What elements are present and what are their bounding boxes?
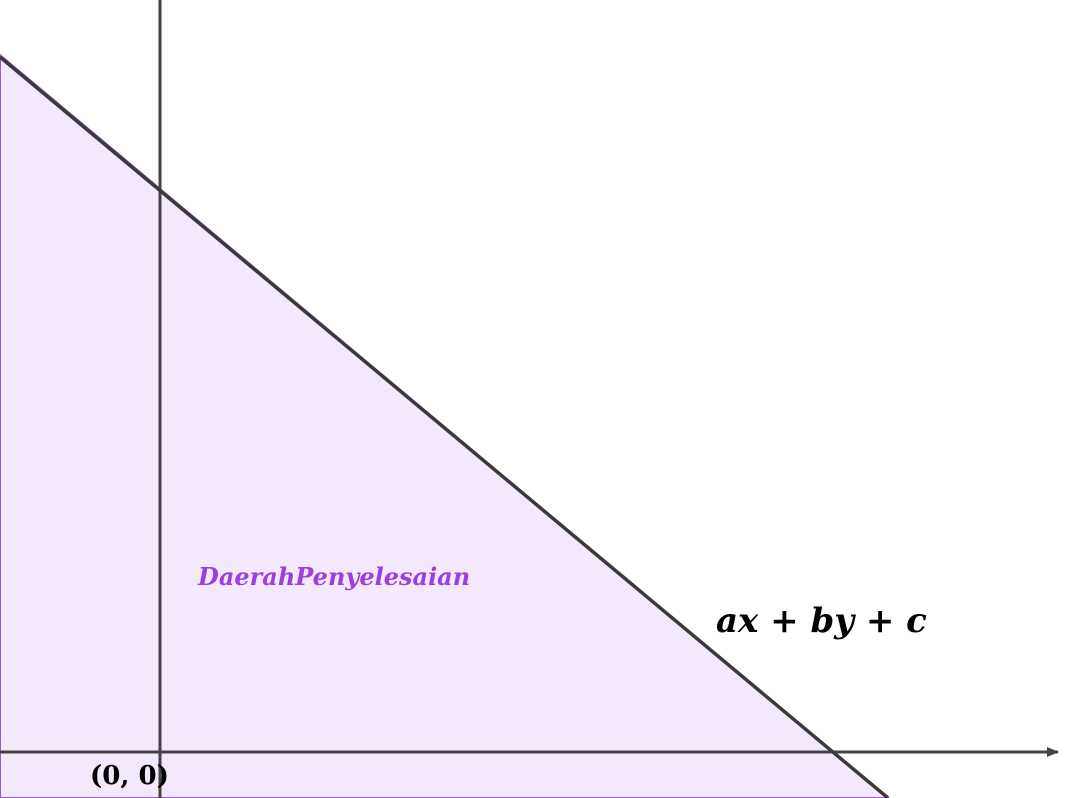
- boundary-line: [0, 55, 890, 798]
- origin-label: (0, 0): [90, 761, 169, 791]
- line-equation-label: ax + by + c: [716, 601, 927, 641]
- region-label: DaerahPenyelesaian: [197, 562, 470, 591]
